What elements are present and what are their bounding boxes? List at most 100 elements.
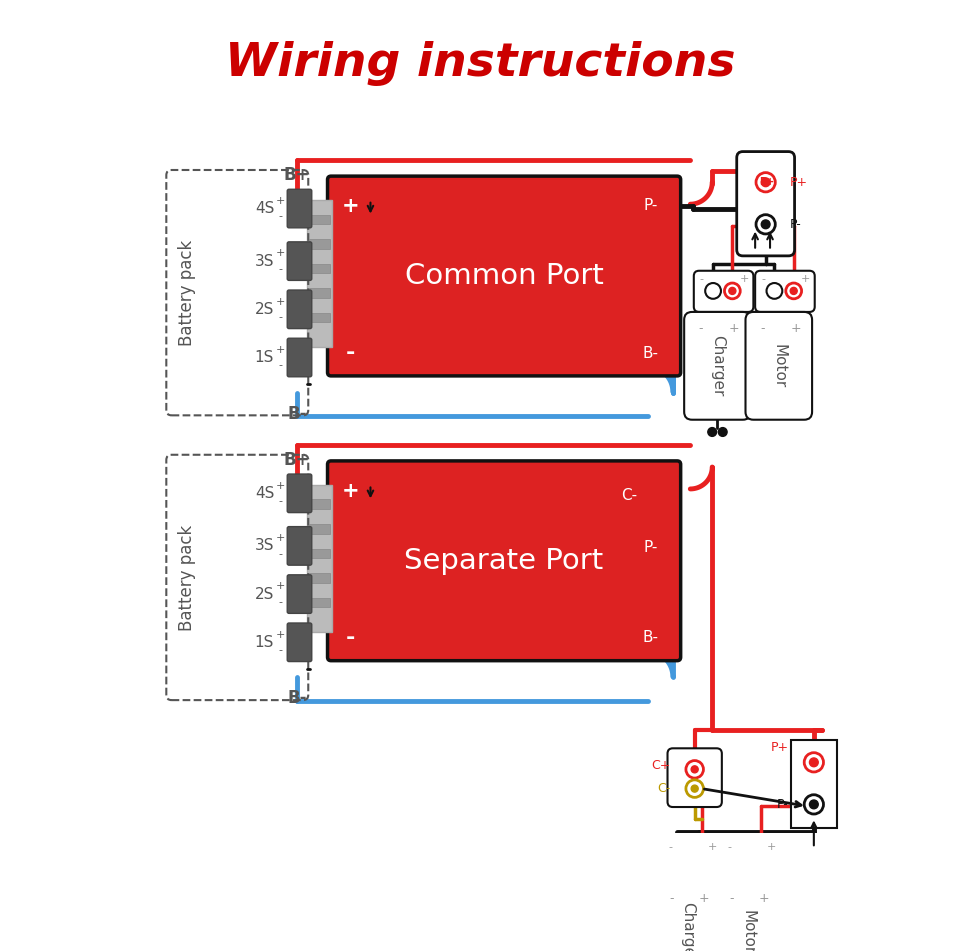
FancyBboxPatch shape — [309, 215, 330, 224]
FancyBboxPatch shape — [327, 176, 681, 376]
Text: +: + — [767, 843, 777, 852]
FancyBboxPatch shape — [287, 474, 312, 513]
FancyBboxPatch shape — [746, 312, 812, 419]
Circle shape — [757, 857, 765, 864]
Circle shape — [761, 220, 770, 228]
Text: +: + — [708, 843, 717, 852]
Text: C+: C+ — [651, 759, 670, 772]
Circle shape — [809, 800, 818, 808]
FancyBboxPatch shape — [309, 240, 330, 249]
Circle shape — [676, 857, 684, 864]
Circle shape — [809, 758, 818, 767]
Text: -: - — [278, 211, 282, 222]
FancyBboxPatch shape — [309, 499, 330, 509]
Text: 3S: 3S — [254, 538, 275, 553]
Text: +: + — [276, 480, 285, 491]
Text: B-: B- — [287, 404, 306, 422]
Circle shape — [685, 780, 704, 797]
Text: +: + — [276, 297, 285, 306]
Text: +: + — [276, 581, 285, 592]
Text: Wiring instructions: Wiring instructions — [225, 41, 735, 86]
FancyBboxPatch shape — [309, 549, 330, 558]
FancyBboxPatch shape — [684, 312, 751, 419]
Text: +: + — [758, 892, 769, 904]
Text: Separate Port: Separate Port — [404, 547, 604, 574]
Text: -: - — [278, 312, 282, 322]
Circle shape — [756, 173, 776, 192]
Circle shape — [709, 287, 716, 295]
Text: Battery pack: Battery pack — [179, 524, 197, 631]
FancyBboxPatch shape — [307, 485, 332, 631]
Circle shape — [729, 287, 736, 295]
FancyBboxPatch shape — [287, 242, 312, 281]
Text: 2S: 2S — [254, 587, 275, 602]
Circle shape — [754, 853, 769, 868]
FancyBboxPatch shape — [736, 151, 795, 256]
Text: Battery pack: Battery pack — [179, 240, 197, 346]
Circle shape — [718, 428, 727, 437]
Text: -: - — [278, 360, 282, 370]
FancyBboxPatch shape — [663, 841, 719, 882]
Text: -: - — [278, 549, 282, 558]
Text: B-: B- — [643, 345, 659, 360]
Text: 4S: 4S — [254, 486, 275, 501]
Text: C-: C- — [621, 488, 637, 502]
FancyBboxPatch shape — [287, 290, 312, 329]
Text: +: + — [699, 892, 709, 904]
FancyBboxPatch shape — [667, 748, 722, 807]
Text: P+: P+ — [770, 741, 788, 754]
Text: Motor: Motor — [771, 343, 786, 388]
Text: -: - — [728, 843, 732, 852]
Text: -: - — [278, 496, 282, 506]
FancyBboxPatch shape — [694, 271, 754, 312]
Text: Common Port: Common Port — [405, 262, 604, 290]
Text: B+: B+ — [283, 166, 310, 184]
Text: Charger: Charger — [710, 335, 725, 397]
Text: +: + — [276, 345, 285, 355]
FancyBboxPatch shape — [309, 597, 330, 608]
Text: Motor: Motor — [740, 910, 756, 951]
FancyBboxPatch shape — [716, 882, 780, 951]
Text: -: - — [700, 274, 704, 283]
Circle shape — [756, 215, 776, 234]
FancyBboxPatch shape — [723, 841, 779, 882]
FancyBboxPatch shape — [656, 882, 720, 951]
Circle shape — [685, 761, 704, 778]
Text: 4S: 4S — [254, 201, 275, 216]
Circle shape — [790, 287, 797, 295]
Circle shape — [698, 857, 706, 864]
Text: B+: B+ — [283, 451, 310, 469]
Text: -: - — [699, 322, 703, 335]
Text: -: - — [278, 597, 282, 607]
FancyBboxPatch shape — [287, 527, 312, 565]
Text: +: + — [342, 196, 359, 216]
Circle shape — [786, 283, 802, 299]
Text: B-: B- — [287, 689, 306, 708]
Text: 3S: 3S — [254, 254, 275, 268]
Circle shape — [804, 752, 824, 772]
Text: -: - — [346, 343, 355, 363]
Text: P-: P- — [643, 540, 658, 555]
Text: -: - — [730, 892, 733, 904]
Text: +: + — [276, 196, 285, 205]
FancyBboxPatch shape — [309, 573, 330, 583]
Text: +: + — [802, 274, 810, 283]
Circle shape — [708, 428, 716, 437]
Text: -: - — [760, 322, 764, 335]
FancyBboxPatch shape — [287, 623, 312, 662]
Text: +: + — [276, 630, 285, 640]
Text: +: + — [342, 480, 359, 500]
FancyBboxPatch shape — [756, 271, 815, 312]
FancyBboxPatch shape — [309, 524, 330, 534]
Text: Charger: Charger — [681, 902, 696, 951]
Circle shape — [761, 178, 770, 186]
Text: P-: P- — [777, 798, 788, 811]
Circle shape — [725, 283, 740, 299]
Text: -: - — [668, 843, 672, 852]
Text: -: - — [278, 263, 282, 274]
Text: +: + — [729, 322, 739, 335]
FancyBboxPatch shape — [309, 263, 330, 273]
FancyBboxPatch shape — [309, 288, 330, 298]
Text: +: + — [790, 322, 801, 335]
FancyBboxPatch shape — [287, 574, 312, 613]
